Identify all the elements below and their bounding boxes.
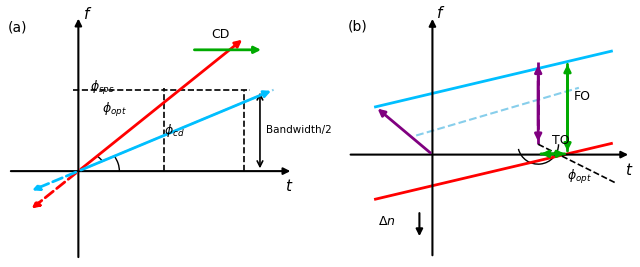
Text: t: t (625, 163, 631, 178)
Text: f: f (84, 7, 90, 22)
Text: $\Delta n$: $\Delta n$ (378, 215, 396, 228)
Text: $\phi_{sps}$: $\phi_{sps}$ (90, 79, 115, 97)
Text: Bandwidth/2: Bandwidth/2 (266, 125, 332, 135)
Text: t: t (285, 179, 291, 194)
Text: FO: FO (574, 90, 591, 103)
Text: CD: CD (212, 28, 230, 41)
Text: $\phi_{opt}$: $\phi_{opt}$ (568, 168, 593, 186)
Text: (b): (b) (348, 19, 367, 33)
Text: $\phi_{opt}$: $\phi_{opt}$ (102, 101, 127, 119)
Text: f: f (437, 6, 443, 21)
Text: TO: TO (552, 135, 570, 147)
Text: (a): (a) (8, 20, 28, 34)
Text: $\phi_{cd}$: $\phi_{cd}$ (164, 121, 185, 139)
